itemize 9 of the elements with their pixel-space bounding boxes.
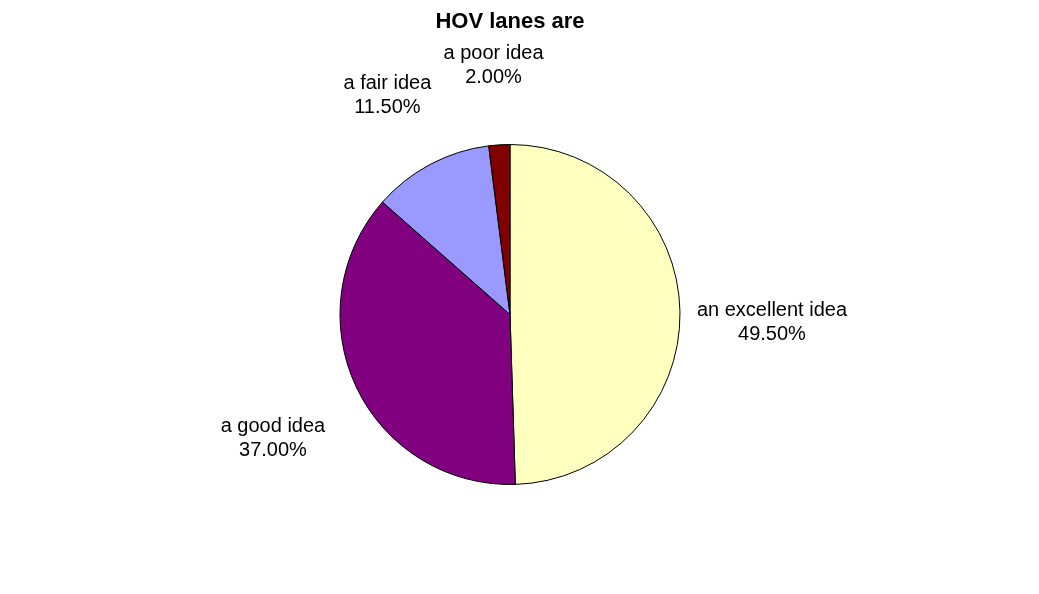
data-label: 49.50%: [738, 322, 807, 345]
data-label: 37.00%: [239, 438, 308, 461]
slice-label: a good idea: [220, 414, 327, 437]
data-label: 2.00%: [465, 65, 523, 88]
chart-title: HOV lanes are: [435, 8, 585, 33]
slice-label: an excellent idea: [696, 298, 848, 321]
slice-label: a fair idea: [343, 70, 433, 93]
slice-label: a poor idea: [443, 41, 545, 64]
data-label: 11.50%: [354, 94, 421, 117]
